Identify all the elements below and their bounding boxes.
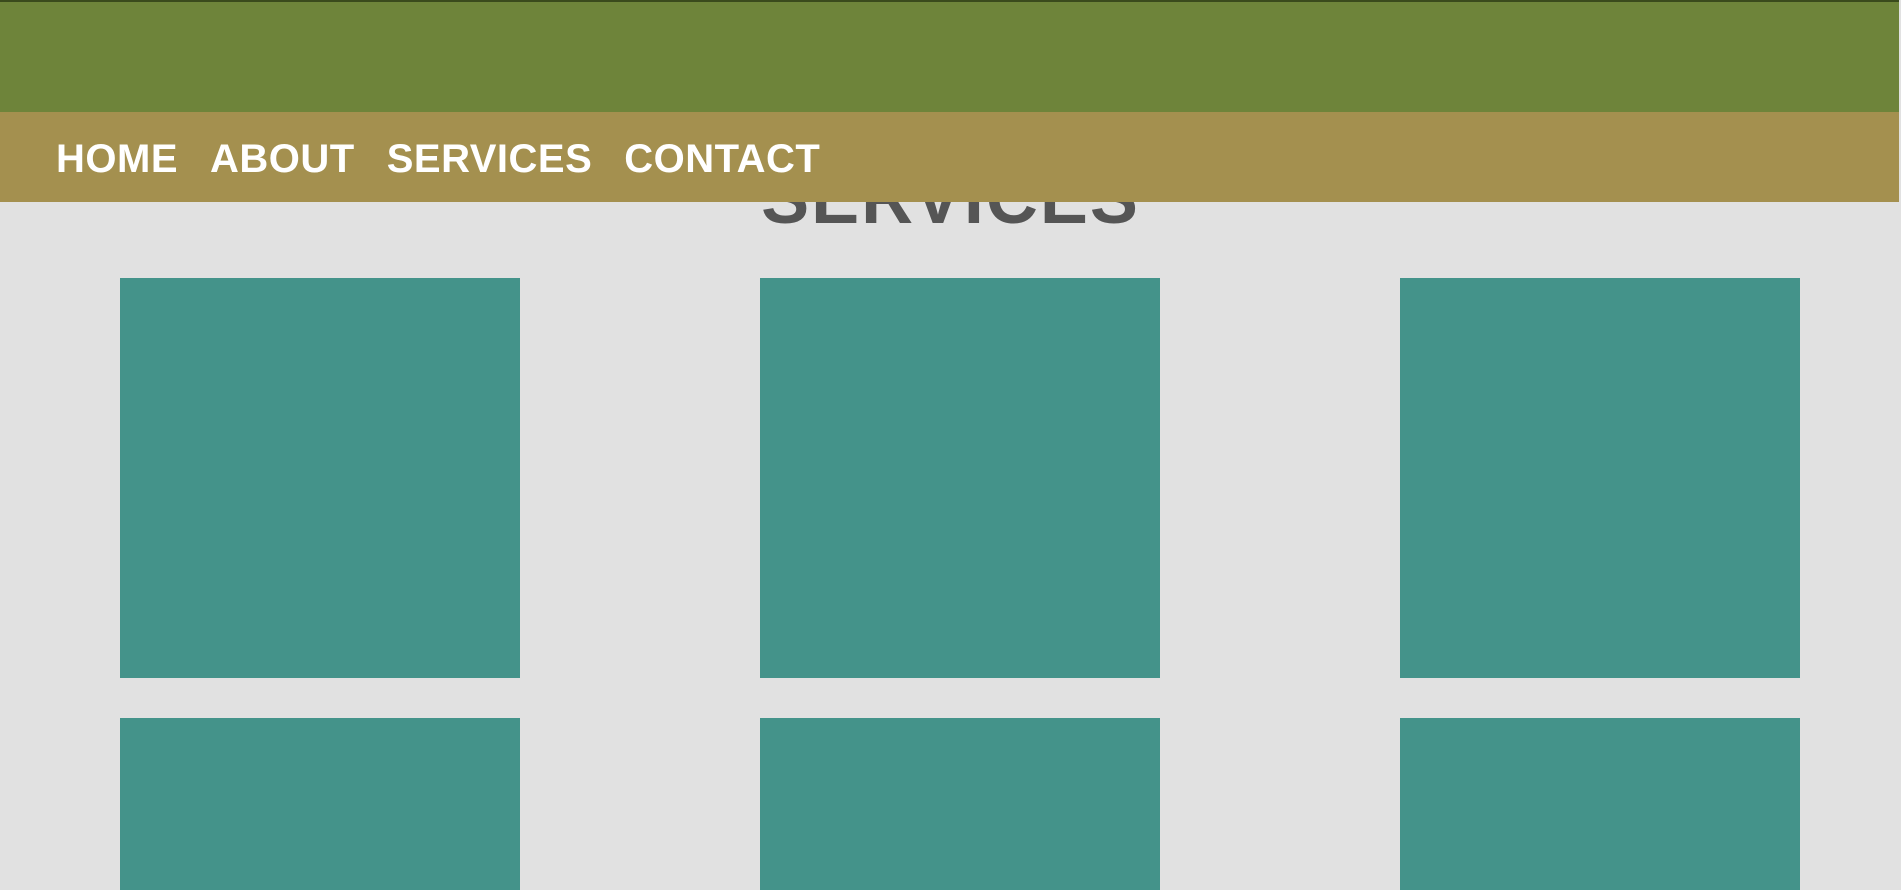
nav-item-about[interactable]: ABOUT: [210, 137, 355, 181]
main-nav: HOME ABOUT SERVICES CONTACT: [0, 112, 1899, 202]
service-card[interactable]: [120, 718, 520, 890]
nav-item-services[interactable]: SERVICES: [386, 137, 593, 181]
service-card[interactable]: [760, 278, 1160, 678]
service-card[interactable]: [1400, 278, 1800, 678]
nav-list: HOME ABOUT SERVICES CONTACT: [56, 136, 852, 182]
service-card[interactable]: [120, 278, 520, 678]
service-card[interactable]: [760, 718, 1160, 890]
nav-item-home[interactable]: HOME: [56, 137, 178, 181]
nav-item-contact[interactable]: CONTACT: [624, 137, 821, 181]
header-top-bar: [0, 0, 1899, 112]
service-card[interactable]: [1400, 718, 1800, 890]
